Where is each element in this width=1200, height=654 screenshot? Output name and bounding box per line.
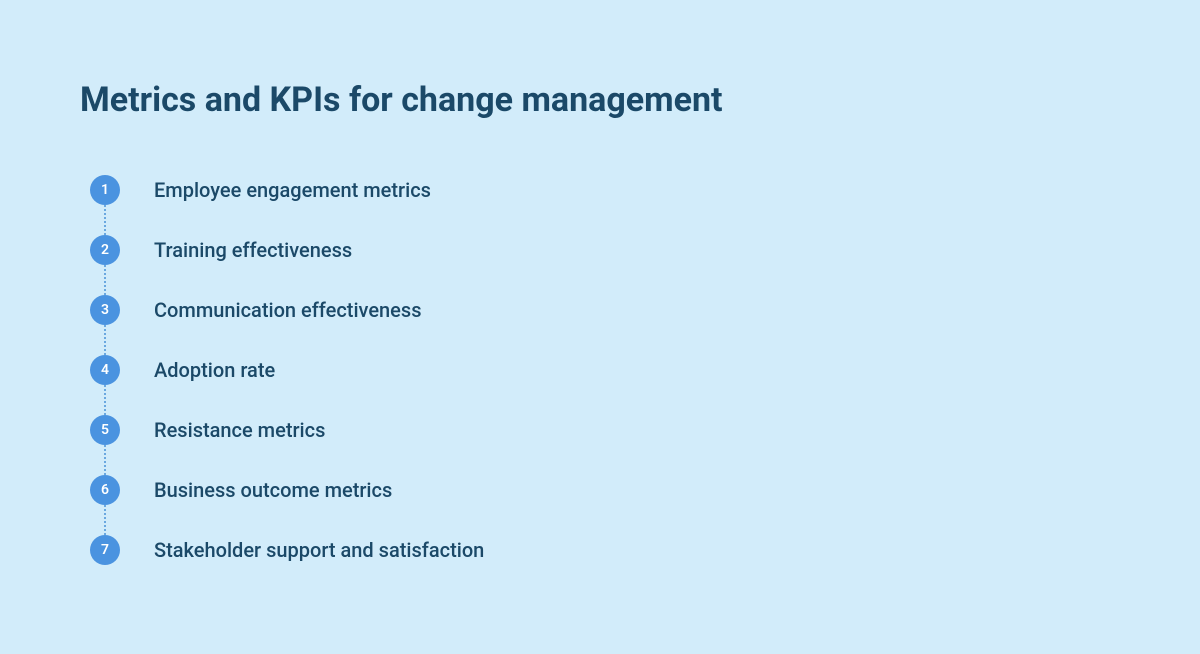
number-badge: 5 [90,415,120,445]
list-item: 3 Communication effectiveness [90,280,1120,340]
number-badge: 7 [90,535,120,565]
list-item: 4 Adoption rate [90,340,1120,400]
infographic-container: Metrics and KPIs for change management 1… [0,0,1200,654]
number-badge: 2 [90,235,120,265]
number-badge: 1 [90,175,120,205]
item-label: Employee engagement metrics [154,178,431,202]
item-label: Communication effectiveness [154,298,421,322]
item-label: Resistance metrics [154,418,325,442]
badge-number: 3 [101,302,109,318]
connector-line [104,265,106,295]
badge-number: 4 [101,362,109,378]
badge-number: 2 [101,242,109,258]
list-item: 2 Training effectiveness [90,220,1120,280]
list-item: 6 Business outcome metrics [90,460,1120,520]
connector-line [104,325,106,355]
badge-number: 5 [101,422,109,438]
item-label: Adoption rate [154,358,275,382]
badge-number: 7 [101,542,109,558]
connector-line [104,445,106,475]
item-label: Training effectiveness [154,238,352,262]
badge-number: 1 [101,182,109,198]
number-badge: 6 [90,475,120,505]
number-badge: 4 [90,355,120,385]
list-item: 5 Resistance metrics [90,400,1120,460]
number-badge: 3 [90,295,120,325]
list-item: 7 Stakeholder support and satisfaction [90,520,1120,580]
numbered-list: 1 Employee engagement metrics 2 Training… [80,160,1120,580]
item-label: Business outcome metrics [154,478,392,502]
item-label: Stakeholder support and satisfaction [154,538,484,562]
connector-line [104,505,106,535]
page-title: Metrics and KPIs for change management [80,80,1120,120]
connector-line [104,385,106,415]
list-item: 1 Employee engagement metrics [90,160,1120,220]
badge-number: 6 [101,482,109,498]
connector-line [104,205,106,235]
